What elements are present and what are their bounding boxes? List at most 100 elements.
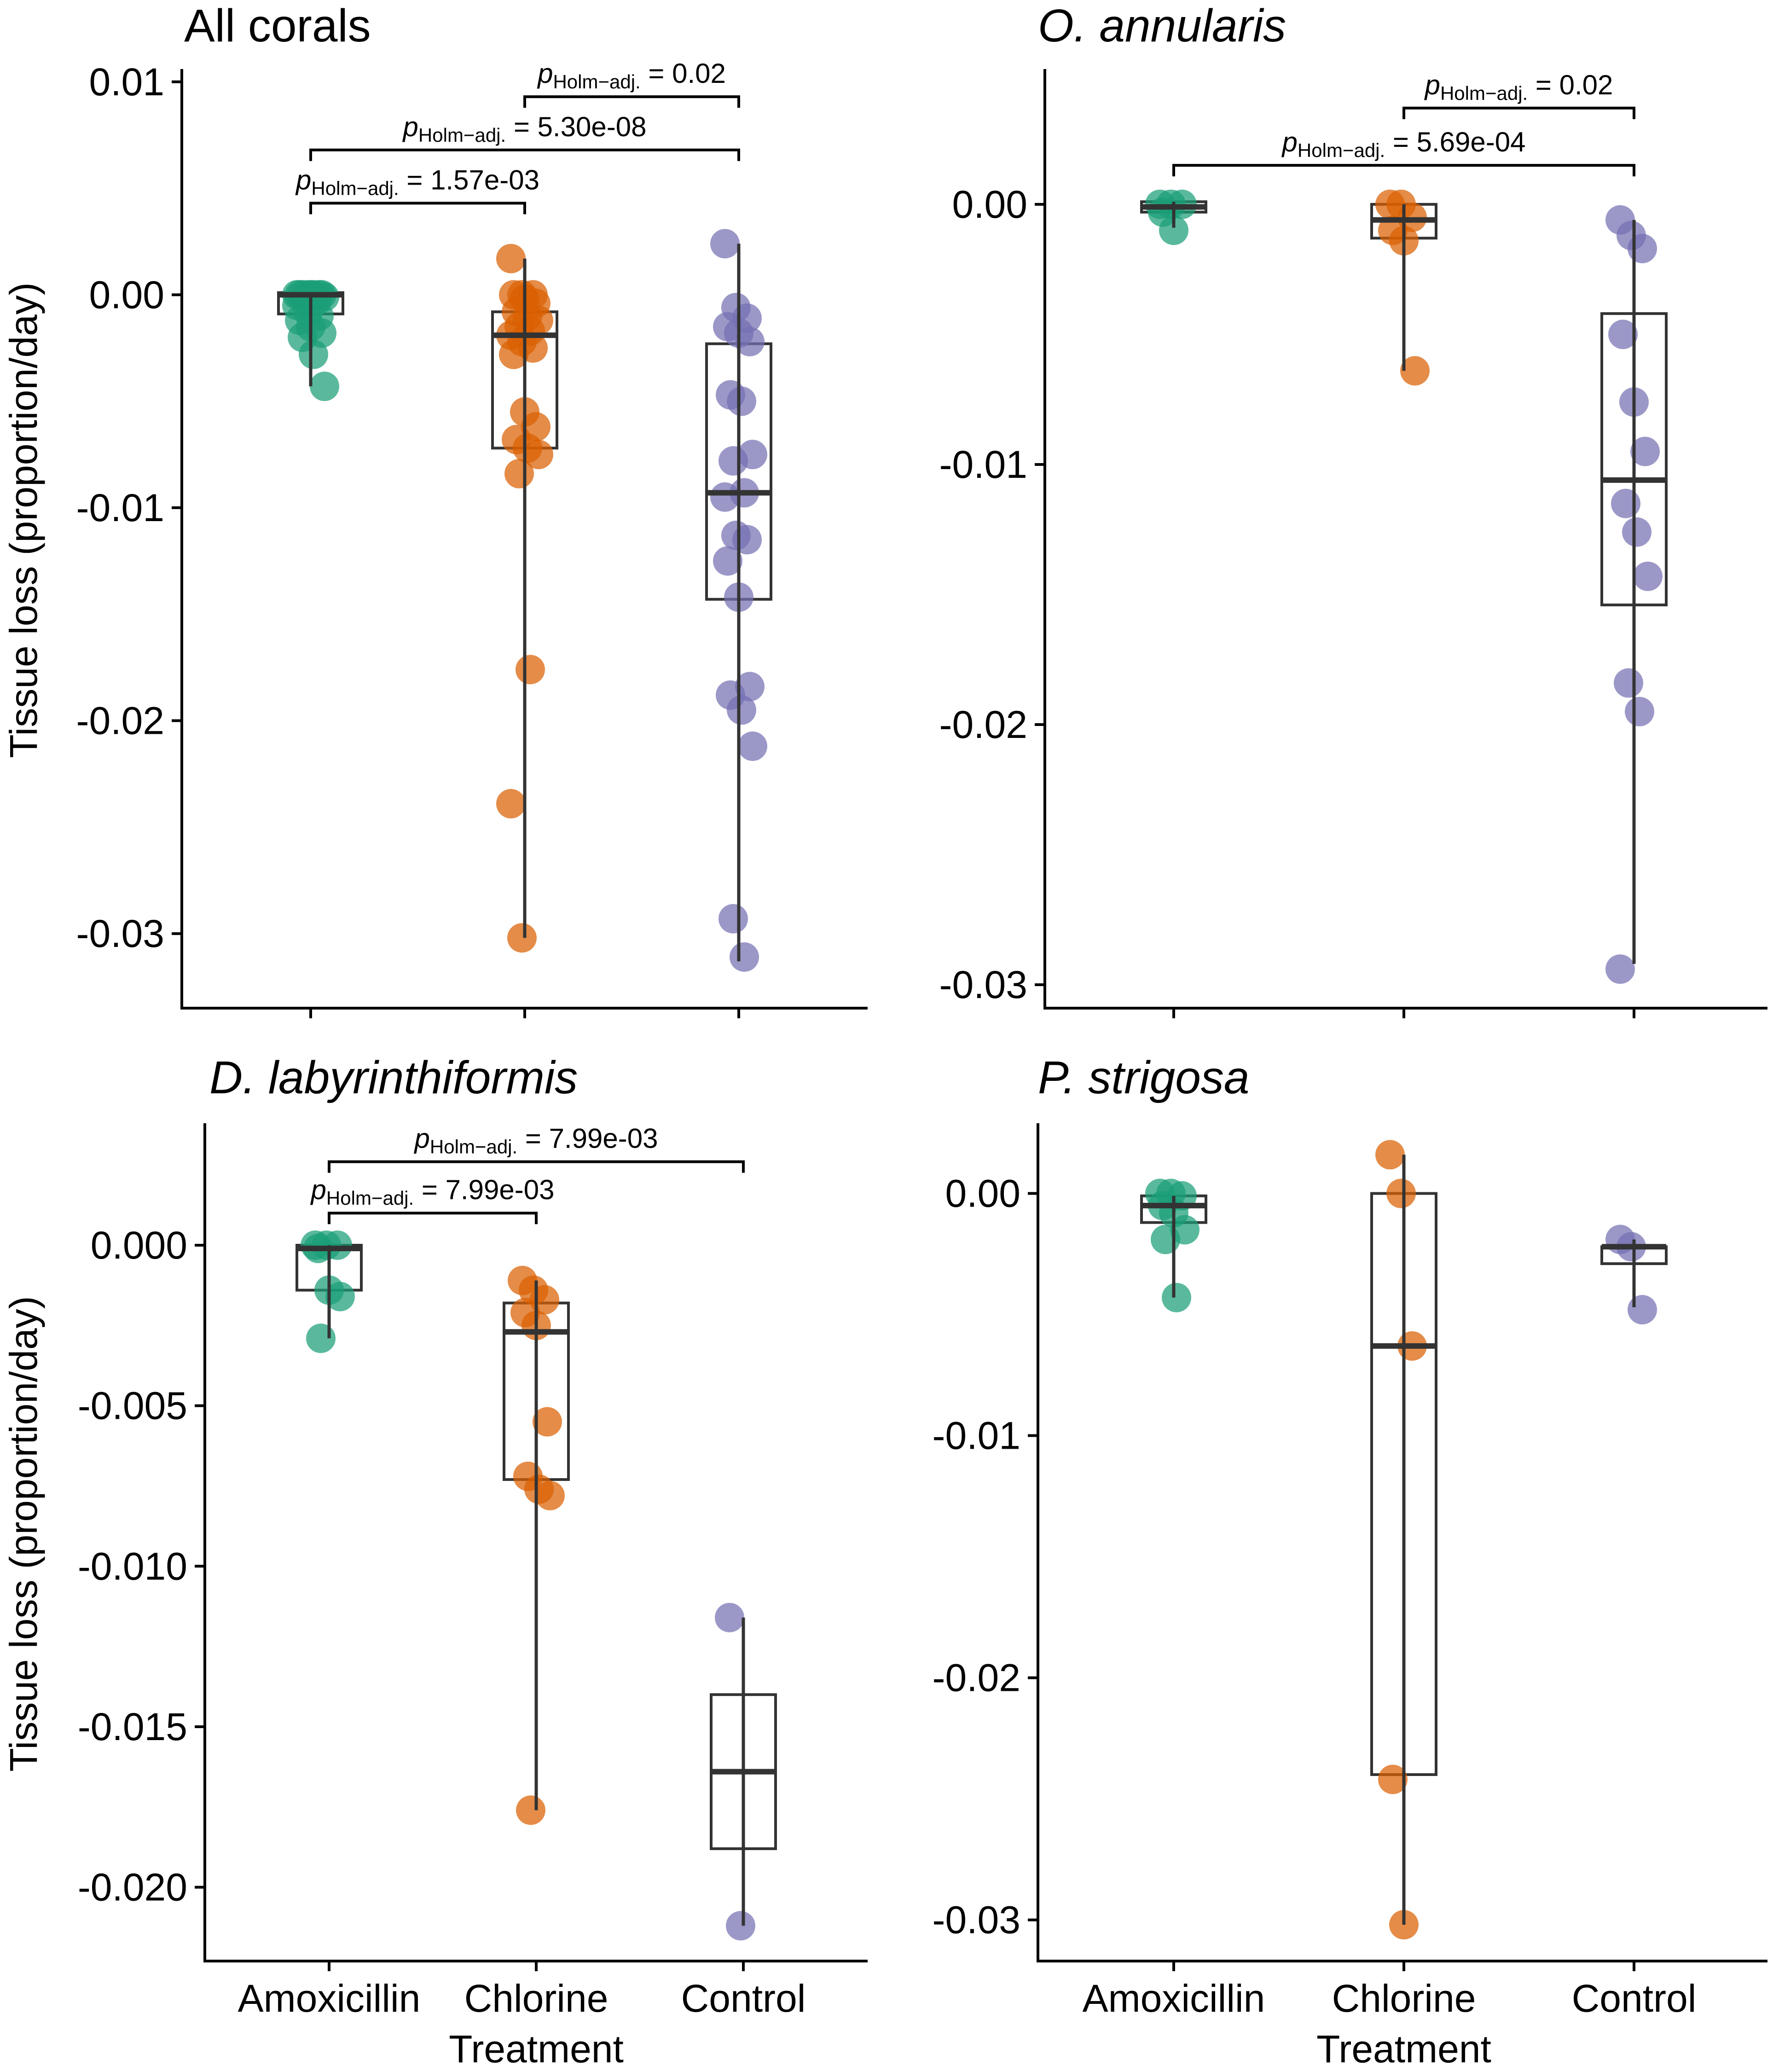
panel-title: O. annularis: [1038, 0, 1286, 52]
bracket-line: [328, 1212, 538, 1225]
data-point: [299, 339, 328, 369]
x-tick-label: Control: [681, 1977, 806, 2020]
data-point: [710, 229, 740, 259]
data-point: [1378, 1764, 1408, 1794]
data-point: [1622, 517, 1652, 547]
data-point: [533, 1407, 562, 1437]
whisker-amoxicillin: [1142, 202, 1206, 228]
points-chlorine: [1375, 189, 1430, 386]
data-point: [1400, 356, 1430, 386]
whisker-control: [1602, 1239, 1666, 1307]
significance-bracket: pHolm−adj. = 0.02: [523, 58, 740, 108]
bracket-label: pHolm−adj. = 7.99e-03: [310, 1174, 555, 1209]
panel-4: P. strigosa 0.00 -0.01 -0.02 -0.03 Amoxicilli…: [933, 1052, 1767, 2020]
y-tick-label: 0.000: [91, 1224, 187, 1267]
data-point: [1614, 668, 1643, 698]
data-point: [516, 1795, 545, 1825]
data-point: [516, 655, 545, 685]
data-point: [499, 339, 528, 369]
bracket-line: [1402, 106, 1635, 119]
data-point: [1625, 696, 1654, 726]
data-point: [1633, 561, 1663, 591]
panel-3: D. labyrinthiformis 0.000 -0.005 -0.010 -0.0…: [78, 1052, 868, 2020]
data-point: [507, 923, 537, 953]
x-tick-label: Amoxicillin: [1083, 1977, 1265, 2020]
significance-bracket: pHolm−adj. = 7.99e-03: [328, 1123, 745, 1173]
data-point: [715, 1602, 744, 1632]
panel-title: D. labyrinthiformis: [209, 1052, 578, 1103]
panel-title: P. strigosa: [1038, 1052, 1250, 1103]
y-tick-label: -0.02: [76, 699, 164, 743]
whisker-amoxicillin: [278, 292, 343, 387]
bracket-label: pHolm−adj. = 5.30e-08: [402, 111, 647, 146]
significance-bracket: pHolm−adj. = 5.30e-08: [309, 111, 740, 161]
x-tick-label: Chlorine: [1332, 1977, 1476, 2020]
points-control: [710, 229, 767, 972]
data-point: [1386, 1178, 1416, 1208]
whisker-chlorine: [493, 258, 557, 938]
points-chlorine: [508, 1265, 565, 1825]
data-point: [535, 1480, 565, 1510]
bracket-line: [328, 1160, 745, 1173]
data-point: [1162, 1283, 1191, 1312]
y-tick-label: -0.01: [939, 443, 1027, 486]
y-axis-label-bottom: Tissue loss (proportion/day): [2, 1296, 45, 1771]
y-tick-label: -0.02: [939, 703, 1027, 746]
y-tick-label: -0.02: [933, 1656, 1020, 1700]
data-point: [1608, 319, 1638, 349]
data-point: [719, 904, 748, 934]
significance-bracket: pHolm−adj. = 0.02: [1402, 70, 1635, 119]
data-point: [310, 371, 339, 401]
data-point: [496, 789, 526, 818]
whisker-control: [707, 244, 771, 962]
data-point: [306, 1323, 336, 1353]
x-tick-label: Chlorine: [464, 1977, 608, 2020]
data-point: [727, 386, 756, 416]
points-control: [715, 1602, 755, 1941]
data-point: [1628, 1295, 1657, 1325]
y-tick-label: -0.01: [933, 1414, 1020, 1457]
panel-1: All corals 0.01 0.00 -0.01 -0.02 -0.03 pHolm−a…: [76, 0, 868, 1018]
whisker-control: [711, 1617, 776, 1926]
whisker-chlorine: [1372, 204, 1436, 371]
data-point: [726, 1911, 755, 1941]
bracket-line: [1172, 164, 1635, 177]
y-tick-label: -0.01: [76, 486, 164, 529]
bracket-line: [309, 148, 740, 161]
y-tick-label: -0.010: [78, 1544, 187, 1588]
x-tick-label: Control: [1572, 1977, 1697, 2020]
data-point: [730, 942, 759, 972]
x-axis-label-left: Treatment: [449, 2027, 624, 2071]
data-point: [1628, 233, 1657, 263]
whisker-control: [1602, 220, 1666, 964]
y-tick-label: -0.015: [78, 1705, 187, 1748]
data-point: [524, 440, 553, 470]
data-point: [1611, 488, 1640, 518]
bracket-label: pHolm−adj. = 0.02: [1424, 70, 1613, 104]
bracket-label: pHolm−adj. = 7.99e-03: [414, 1123, 658, 1158]
data-point: [735, 327, 765, 357]
y-tick-label: -0.005: [78, 1384, 187, 1428]
data-point: [1375, 1140, 1405, 1170]
y-tick-label: -0.03: [939, 963, 1027, 1006]
bracket-label: pHolm−adj. = 1.57e-03: [295, 164, 539, 199]
data-point: [727, 695, 756, 725]
x-axis-label-right: Treatment: [1316, 2027, 1491, 2071]
whisker-chlorine: [1372, 1155, 1436, 1925]
data-point: [504, 459, 534, 488]
bracket-line: [523, 95, 740, 108]
y-tick-label: 0.00: [89, 273, 165, 316]
data-point: [710, 482, 740, 512]
data-point: [325, 1282, 355, 1312]
whisker-chlorine: [504, 1280, 568, 1811]
data-point: [496, 244, 526, 273]
data-point: [1630, 436, 1660, 466]
data-point: [738, 731, 767, 761]
panel-2: O. annularis 0.00 -0.01 -0.02 -0.03 pHolm−adj…: [939, 0, 1767, 1018]
y-tick-label: 0.01: [89, 60, 165, 104]
bracket-label: pHolm−adj. = 0.02: [537, 58, 726, 93]
bracket-line: [309, 202, 526, 215]
points-control: [1605, 205, 1663, 984]
data-point: [719, 446, 748, 476]
